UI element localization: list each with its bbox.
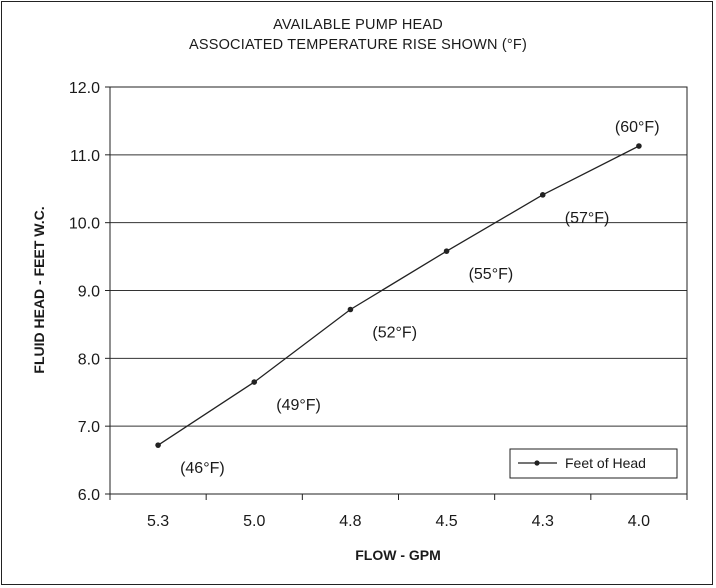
data-labels: (46°F) (49°F) (52°F) (55°F) (57°F) (60°F) (180, 119, 659, 477)
x-tick-label: 4.8 (339, 513, 361, 530)
data-label: (49°F) (276, 397, 321, 414)
data-point (347, 306, 354, 313)
y-tick-label: 8.0 (78, 351, 100, 368)
data-point (539, 192, 546, 198)
legend: Feet of Head (509, 448, 678, 479)
x-tick-label: 4.5 (435, 513, 457, 530)
y-tick-label: 11.0 (70, 148, 100, 165)
chart-title: AVAILABLE PUMP HEAD (273, 17, 443, 33)
x-tick-label: 5.0 (243, 513, 265, 530)
x-tick-label: 4.3 (532, 513, 554, 530)
gridlines (110, 154, 687, 427)
x-tick-label: 5.3 (147, 513, 169, 530)
data-point (155, 442, 161, 448)
data-label: (46°F) (180, 460, 225, 477)
y-tick-label: 6.0 (78, 487, 100, 504)
series-feet-of-head (155, 143, 642, 448)
axis-ticks: 6.0 7.0 8.0 9.0 10.0 11.0 12.0 5.3 5.0 4.8 4.5 4.3 4… (69, 80, 688, 530)
series-line (157, 145, 640, 446)
y-axis-title: FLUID HEAD - FEET W.C. (31, 206, 47, 373)
y-tick-label: 9.0 (78, 284, 100, 301)
x-axis-title: FLOW - GPM (355, 547, 441, 563)
x-tick-label: 4.0 (628, 513, 650, 530)
chart-subtitle: ASSOCIATED TEMPERATURE RISE SHOWN (°F) (188, 37, 528, 53)
data-label: (60°F) (615, 119, 660, 136)
data-label: (57°F) (565, 210, 610, 227)
data-point (636, 143, 642, 149)
y-tick-label: 10.0 (69, 216, 100, 233)
y-tick-label: 7.0 (78, 419, 100, 436)
data-point (251, 379, 258, 385)
data-label: (52°F) (372, 324, 417, 341)
data-label: (55°F) (469, 266, 514, 283)
y-tick-label: 12.0 (69, 80, 100, 97)
legend-marker (534, 460, 540, 466)
legend-label: Feet of Head (565, 455, 646, 471)
data-point (443, 248, 450, 254)
